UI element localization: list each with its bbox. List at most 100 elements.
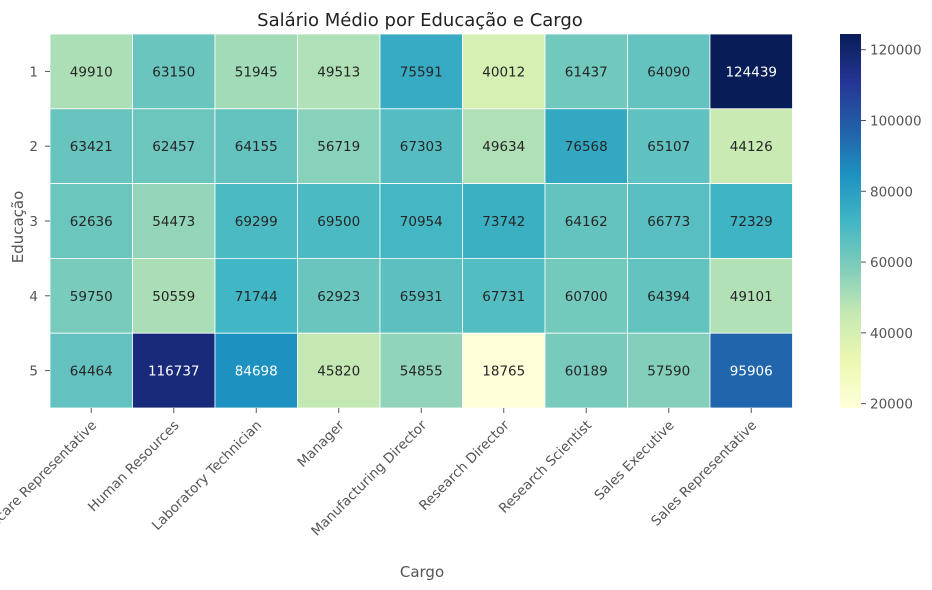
y-axis: 1 2 3 4 5 — [29, 64, 50, 380]
cell-value-label: 71744 — [235, 289, 278, 305]
cell-value-label: 124439 — [725, 64, 777, 80]
cell-value-label: 49910 — [70, 64, 113, 80]
cell-value-label: 67303 — [400, 139, 443, 155]
cell-value-label: 40012 — [482, 64, 525, 80]
heatmap-cell — [132, 257, 216, 334]
x-tick-label: Manager — [294, 417, 347, 470]
heatmap-cell — [379, 108, 463, 185]
cell-labels: 49910 63150 51945 49513 75591 40012 61437 64090… — [70, 64, 777, 379]
heatmap-cell — [214, 33, 298, 110]
cell-value-label: 49101 — [730, 289, 773, 305]
heatmap-cell — [214, 108, 298, 185]
cell-value-label: 95906 — [730, 364, 773, 380]
cell-value-label: 62457 — [152, 139, 195, 155]
cell-value-label: 62636 — [70, 214, 113, 230]
heatmap-cell — [709, 183, 793, 259]
heatmap-cell — [49, 257, 133, 334]
cell-value-label: 18765 — [482, 364, 525, 380]
cell-value-label: 70954 — [400, 214, 443, 230]
colorbar-tick-label: 100000 — [870, 113, 922, 129]
y-tick-label: 2 — [29, 139, 38, 155]
heatmap-cell — [214, 332, 298, 409]
y-axis-label: Educação — [9, 191, 27, 264]
heatmap-cell — [709, 257, 793, 334]
heatmap-cell — [544, 108, 628, 185]
cell-value-label: 84698 — [235, 364, 278, 380]
heatmap-cell — [627, 257, 711, 334]
x-axis-label: Cargo — [400, 563, 444, 581]
heatmap-cell — [297, 257, 381, 334]
cell-value-label: 54855 — [400, 364, 443, 380]
cell-value-label: 54473 — [152, 214, 195, 230]
cell-value-label: 76568 — [565, 139, 608, 155]
cell-value-label: 45820 — [317, 364, 360, 380]
cell-value-label: 64162 — [565, 214, 608, 230]
cell-value-label: 59750 — [70, 289, 113, 305]
heatmap-cell — [214, 183, 298, 259]
x-tick-label: Healthcare Representative — [0, 418, 100, 557]
cell-value-label: 50559 — [152, 289, 195, 305]
x-tick-label: Sales Executive — [591, 418, 677, 504]
y-tick-label: 1 — [29, 64, 38, 80]
cell-value-label: 60189 — [565, 364, 608, 380]
heatmap-cell — [297, 332, 381, 409]
colorbar: 20000 40000 60000 80000 100000 120000 — [840, 34, 922, 413]
cell-value-label: 75591 — [400, 64, 443, 80]
heatmap-cell — [379, 183, 463, 259]
heatmap-cell — [297, 183, 381, 259]
cell-value-label: 69500 — [317, 214, 360, 230]
heatmap-cell — [462, 332, 546, 409]
heatmap-cell — [297, 33, 381, 110]
cell-value-label: 69299 — [235, 214, 278, 230]
cell-value-label: 44126 — [730, 139, 773, 155]
colorbar-tick-label: 120000 — [870, 43, 922, 59]
heatmap-cell — [132, 332, 216, 409]
heatmap-cell — [627, 33, 711, 110]
chart-title: Salário Médio por Educação e Cargo — [257, 10, 583, 31]
heatmap-cell — [49, 183, 133, 259]
cell-value-label: 73742 — [482, 214, 525, 230]
heatmap-cell — [49, 108, 133, 185]
cell-value-label: 67731 — [482, 289, 525, 305]
heatmap-cell — [49, 332, 133, 409]
colorbar-tick-label: 40000 — [870, 326, 913, 342]
colorbar-tick-label: 60000 — [870, 255, 913, 271]
y-tick-label: 4 — [29, 289, 38, 305]
heatmap-cell — [709, 332, 793, 409]
cell-value-label: 56719 — [317, 139, 360, 155]
heatmap-cell — [544, 183, 628, 259]
y-tick-label: 3 — [29, 214, 38, 230]
colorbar-tick-label: 80000 — [870, 184, 913, 200]
cell-value-label: 116737 — [148, 364, 200, 380]
cell-value-label: 63150 — [152, 64, 195, 80]
cell-value-label: 51945 — [235, 64, 278, 80]
x-tick-label: Research Director — [416, 417, 513, 514]
y-tick-label: 5 — [29, 364, 38, 380]
cell-value-label: 49634 — [482, 139, 525, 155]
colorbar-tick-label: 20000 — [870, 397, 913, 413]
heatmap-cell — [709, 108, 793, 185]
colorbar-gradient — [840, 34, 861, 408]
heatmap-cell — [297, 108, 381, 185]
x-tick-label: Research Scientist — [496, 418, 595, 517]
cell-value-label: 60700 — [565, 289, 608, 305]
heatmap-cell — [462, 33, 546, 110]
heatmap-cell — [462, 108, 546, 185]
heatmap-cell — [132, 183, 216, 259]
heatmap-cell — [544, 332, 628, 409]
cell-value-label: 72329 — [730, 214, 773, 230]
x-tick-label: Human Resources — [85, 418, 183, 516]
heatmap-cell — [49, 33, 133, 110]
cell-value-label: 65931 — [400, 289, 443, 305]
cell-value-label: 64155 — [235, 139, 278, 155]
heatmap-cell — [379, 33, 463, 110]
cell-value-label: 49513 — [317, 64, 360, 80]
cell-value-label: 62923 — [317, 289, 360, 305]
cell-value-label: 64090 — [647, 64, 690, 80]
cell-value-label: 64394 — [647, 289, 690, 305]
heatmap-cell — [132, 33, 216, 110]
heatmap-cells — [49, 33, 793, 409]
cell-value-label: 64464 — [70, 364, 113, 380]
